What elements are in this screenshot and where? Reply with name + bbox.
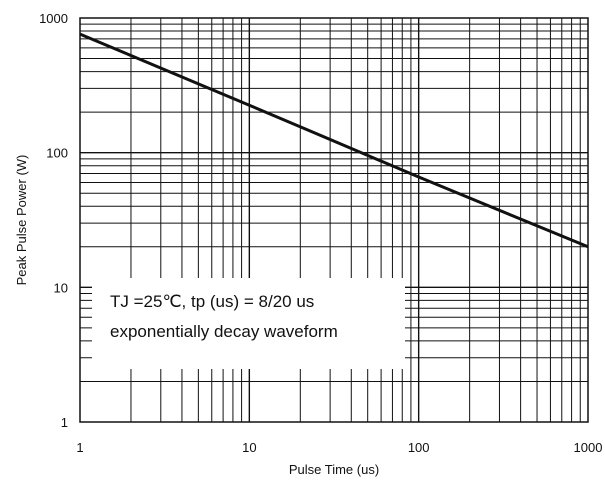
y-axis-title: Peak Pulse Power (W) bbox=[14, 155, 29, 286]
x-tick-label: 100 bbox=[408, 440, 430, 455]
tick-labels: 1 10 100 1000 1 10 100 1000 bbox=[39, 11, 602, 455]
annotation-line-1: TJ =25℃, tp (us) = 8/20 us bbox=[110, 292, 314, 311]
y-tick-label: 1000 bbox=[39, 11, 68, 26]
x-tick-label: 1 bbox=[76, 440, 83, 455]
plot-area-border bbox=[79, 17, 589, 423]
series-line bbox=[79, 32, 589, 249]
annotation-line-2: exponentially decay waveform bbox=[110, 322, 338, 341]
y-tick-label: 10 bbox=[54, 280, 68, 295]
x-tick-label: 10 bbox=[242, 440, 256, 455]
x-axis-title: Pulse Time (us) bbox=[289, 462, 379, 477]
x-tick-label: 1000 bbox=[574, 440, 603, 455]
annotation-box bbox=[92, 278, 405, 369]
y-tick-label: 1 bbox=[61, 415, 68, 430]
y-tick-label: 100 bbox=[46, 146, 68, 161]
